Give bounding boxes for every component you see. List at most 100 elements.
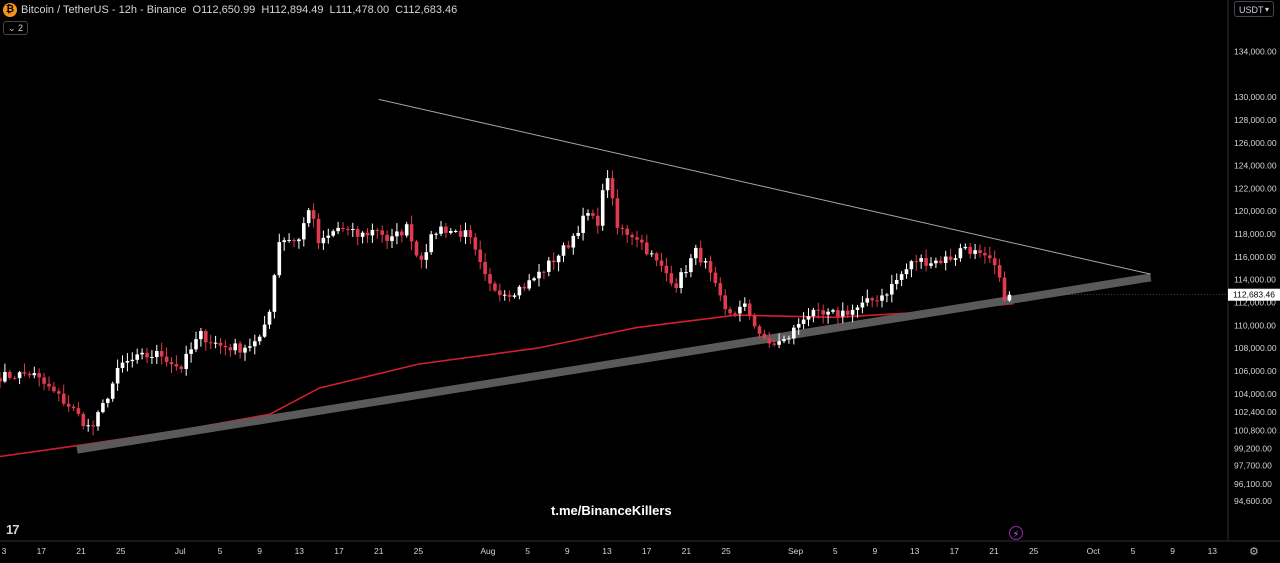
candle-body [855, 307, 860, 310]
chart-header: ₿ Bitcoin / TetherUS - 12h - Binance O11… [0, 0, 463, 20]
candle-body [453, 230, 458, 232]
candle-body [370, 229, 375, 236]
price-tick-label: 118,000.00 [1234, 229, 1276, 239]
candle-body [615, 198, 620, 228]
candle-body [943, 256, 948, 264]
candle-body [674, 283, 678, 288]
time-tick-label: 9 [565, 546, 570, 556]
candle-body [233, 343, 237, 351]
candle-body [106, 398, 110, 404]
candle-body [973, 250, 977, 254]
price-tick-label: 96,100.00 [1234, 479, 1272, 489]
ohlc-close: C112,683.46 [395, 4, 458, 16]
candle-body [885, 294, 889, 296]
candle-body [571, 235, 576, 248]
candle-body [757, 326, 762, 334]
candle-body [978, 250, 982, 254]
symbol-title[interactable]: Bitcoin / TetherUS - 12h - Binance [21, 4, 187, 16]
candle-body [801, 319, 806, 325]
candle-body [806, 316, 811, 320]
time-tick-label: 25 [721, 546, 731, 556]
gear-icon[interactable]: ⚙ [1249, 546, 1259, 558]
indicator-toggle-button[interactable]: ⌄ 2 [3, 21, 29, 35]
candle-body [992, 258, 997, 266]
time-tick-label: 21 [682, 546, 692, 556]
candle-body [821, 310, 825, 315]
candle-body [929, 263, 933, 266]
time-tick-label: 5 [1131, 546, 1136, 556]
candle-body [375, 229, 380, 231]
candle-body [365, 232, 370, 236]
candle-body [0, 378, 2, 382]
bitcoin-icon: ₿ [3, 3, 17, 17]
candle-body [934, 260, 938, 264]
candle-body [159, 351, 164, 357]
price-tick-label: 94,600.00 [1234, 496, 1272, 506]
candle-body [772, 343, 776, 345]
candle-body [257, 336, 262, 342]
resistance-trendline [378, 98, 1151, 275]
time-tick-label: 3 [2, 546, 7, 556]
candle-body [150, 356, 154, 358]
candle-body [1007, 294, 1012, 301]
bolt-icon[interactable]: ⚡ [1009, 526, 1023, 540]
price-tick-label: 110,000.00 [1234, 320, 1276, 330]
candle-body [708, 261, 713, 273]
candle-body [958, 248, 963, 259]
candle-body [698, 247, 703, 263]
candle-body [228, 347, 233, 351]
watermark-text: t.me/BinanceKillers [551, 503, 672, 518]
candle-body [409, 224, 414, 242]
candle-body [620, 227, 625, 229]
candle-body [551, 260, 556, 263]
price-tick-label: 100,800.00 [1234, 425, 1277, 435]
candle-body [311, 210, 316, 219]
candle-body [870, 298, 874, 301]
currency-selector[interactable]: USDT ▾ [1234, 1, 1274, 17]
candle-body [326, 235, 331, 238]
candle-body [238, 343, 242, 353]
candle-body [267, 311, 272, 325]
candle-body [253, 341, 257, 347]
candle-body [8, 371, 12, 378]
time-tick-label: Aug [480, 546, 495, 556]
time-tick-label: Oct [1087, 546, 1101, 556]
candle-body [37, 373, 41, 378]
candle-body [679, 272, 683, 288]
candle-body [272, 275, 277, 312]
candle-body [66, 403, 71, 407]
candle-body [341, 227, 345, 229]
candle-body [243, 347, 247, 353]
candle-body [1002, 277, 1007, 301]
candle-body [811, 309, 816, 317]
candle-body [42, 377, 46, 384]
candle-body [86, 425, 90, 427]
candle-body [292, 239, 296, 242]
time-tick-label: 5 [218, 546, 223, 556]
candle-body [532, 278, 536, 281]
candle-body [468, 230, 473, 238]
candle-body [444, 226, 448, 233]
candle-body [713, 272, 718, 284]
candle-body [899, 274, 904, 280]
candle-body [91, 425, 95, 427]
ohlc-high: H112,894.49 [261, 4, 324, 16]
candle-body [880, 295, 884, 301]
candle-body [743, 303, 747, 307]
candle-body [164, 356, 169, 363]
candle-body [968, 246, 972, 254]
tradingview-logo[interactable]: 17 [6, 522, 20, 537]
candle-body [566, 245, 571, 248]
candle-body [380, 230, 384, 235]
candle-body [76, 408, 81, 414]
candle-body [605, 178, 610, 191]
time-tick-label: 13 [602, 546, 612, 556]
candle-body [522, 286, 527, 289]
candle-body [890, 283, 894, 295]
candle-body [547, 260, 551, 272]
candle-body [316, 218, 321, 244]
candle-body [135, 354, 139, 360]
candle-body [306, 210, 311, 224]
support-trendline [76, 273, 1152, 454]
